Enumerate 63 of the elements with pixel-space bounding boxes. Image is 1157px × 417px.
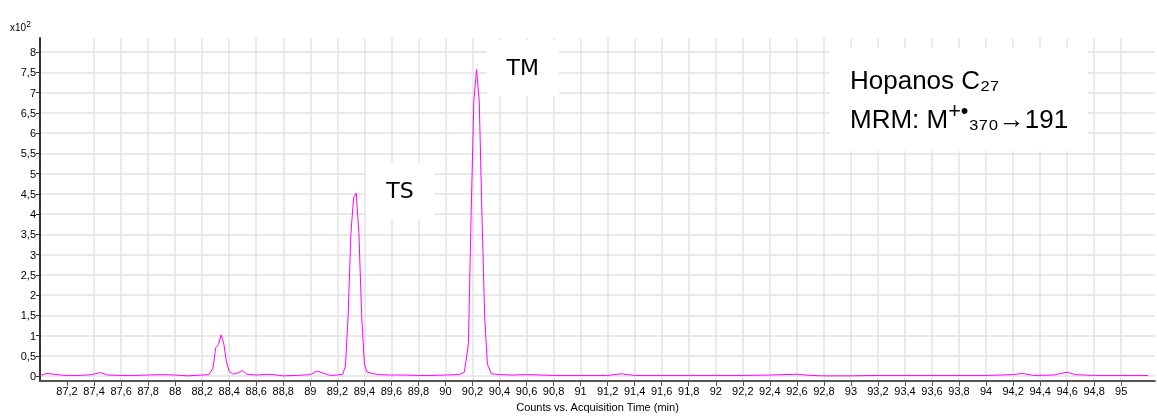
x-tick-label: 94,6 (1056, 384, 1078, 397)
x-tick-label: 92,4 (759, 384, 781, 397)
x-tick-label: 88,2 (191, 384, 213, 397)
x-tick-label: 89 (304, 384, 317, 397)
x-tick-label: 93,2 (867, 384, 889, 397)
y-tick-label: 5,5 (20, 147, 36, 160)
x-tick-label: 88,6 (245, 384, 267, 397)
x-tick-label: 90,8 (542, 384, 565, 397)
y-tick-label: 8 (29, 46, 36, 59)
x-tick-label: 90,6 (515, 384, 538, 397)
x-tick-label: 87,4 (83, 384, 105, 397)
x-tick-label: 92 (709, 384, 722, 397)
x-tick-label: 88 (169, 384, 182, 397)
x-tick-label: 94 (979, 384, 993, 397)
x-tick-label: 90 (439, 384, 452, 397)
x-tick-label: 93,6 (921, 384, 943, 397)
annotation: TS (366, 163, 434, 220)
x-tick-label: 89,8 (407, 384, 430, 397)
x-tick-label: 93,4 (894, 384, 916, 397)
y-tick-label: 6,5 (20, 106, 36, 119)
y-tick-label: 2 (29, 289, 36, 302)
y-tick-label: 3,5 (20, 228, 36, 241)
y-tick-label: 2,5 (20, 268, 36, 281)
annotation: TM (486, 40, 559, 97)
x-tick-label: 93 (844, 384, 858, 397)
x-tick-label: 91,4 (623, 384, 646, 397)
y-tick-label: 0,5 (20, 349, 36, 362)
x-tick-label: 91 (574, 384, 587, 397)
x-tick-label: 89,4 (353, 384, 376, 397)
y-tick-label: 4,5 (20, 187, 36, 200)
y-tick-label: 3 (29, 248, 36, 261)
x-tick-label: 94,4 (1029, 384, 1051, 397)
y-tick-label: 7,5 (20, 66, 36, 79)
x-tick-label: 91,8 (678, 384, 700, 397)
x-tick-label: 91,6 (650, 384, 673, 397)
y-tick-label: 1 (29, 329, 36, 342)
x-tick-label: 90,2 (461, 384, 484, 397)
y-tick-label: 5 (29, 167, 36, 180)
x-tick-label: 87,8 (137, 384, 159, 397)
y-tick-label: 7 (29, 86, 36, 99)
x-tick-label: 92,8 (813, 384, 835, 397)
x-tick-label: 95 (1115, 384, 1128, 397)
x-tick-label: 94,8 (1083, 384, 1105, 397)
x-axis-title: Counts vs. Acquisition Time (min) (516, 400, 679, 413)
x-tick-label: 88,4 (218, 384, 240, 397)
x-tick-label: 89,2 (326, 384, 349, 397)
x-tick-label: 90,4 (488, 384, 511, 397)
x-tick-label: 94,2 (1002, 384, 1024, 397)
x-tick-label: 92,2 (732, 384, 754, 397)
annotation: Hopanos C₂₇ (850, 65, 1001, 95)
y-tick-label: 0 (29, 370, 36, 383)
x-tick-label: 89,6 (380, 384, 403, 397)
annotation: MRM: M$^{+•}$₃₇₀→191 (850, 97, 1069, 134)
y-tick-label: 4 (29, 208, 36, 221)
y-tick-label: 6 (29, 127, 36, 140)
x-tick-label: 91,2 (596, 384, 619, 397)
y-tick-label: 1,5 (20, 309, 36, 322)
x-tick-label: 87,2 (56, 384, 78, 397)
text: x10$^{2}$ (10, 19, 31, 34)
x-tick-label: 93,8 (948, 384, 970, 397)
x-tick-label: 87,6 (110, 384, 132, 397)
x-tick-label: 88,8 (272, 384, 294, 397)
x-tick-label: 92,6 (786, 384, 808, 397)
